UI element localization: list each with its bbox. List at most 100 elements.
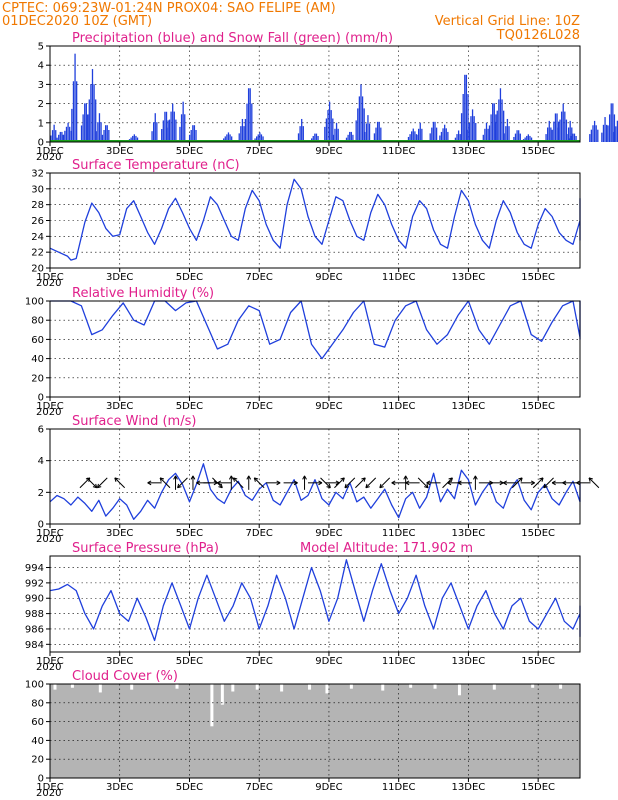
wind-arrow-head [588,477,593,482]
y-tick-label: 5 [38,42,44,53]
wind-arrow-head [96,483,102,489]
y-tick-label: 80 [31,698,44,709]
precip-bar [473,116,475,142]
y-tick-label: 994 [25,563,44,574]
precip-bar [470,116,472,142]
precip-bar [80,125,83,142]
precip-bar [84,103,86,142]
precip-bar [355,120,357,142]
precip-bar [503,110,505,142]
precip-bar [90,84,92,142]
precip-bar [607,125,609,142]
y-tick-label: 30 [31,184,44,195]
precip-bar [165,111,168,142]
wind-arrow [379,477,391,489]
x-tick-label: 13DEC [452,782,486,793]
precip-bar [444,124,446,142]
wind-arrow-head [276,480,281,486]
precip-bar [590,129,593,142]
series-line [50,300,581,360]
wind-arrow-head [159,477,165,482]
x-tick-label: 3DEC [106,272,133,283]
y-tick-label: 26 [31,216,44,227]
precip-bar [501,99,503,142]
precip-bar [564,111,566,142]
precip-bar [328,101,331,142]
wind-arrow-head [340,477,345,482]
precip-bar [484,128,486,142]
precip-bar [527,134,529,142]
precip-bar [64,130,66,142]
wind-arrow-head [403,475,409,480]
precip-bar [421,128,423,142]
y-tick-label: 40 [31,354,44,365]
cloud-gap [210,684,214,727]
panel-title: Precipitation (blue) and Snow Fall (gree… [72,31,393,46]
y-tick-label: 2 [38,99,44,110]
cloud-gap [220,684,224,705]
precip-bar [345,137,348,142]
y-tick-label: 990 [25,594,44,605]
precip-bar [61,131,63,142]
x-tick-label: 7DEC [246,401,273,412]
x-tick-label: 13DEC [452,656,486,667]
precip-bar [601,132,603,142]
precip-bar [616,120,618,142]
precip-bar [192,125,194,142]
precip-bar [570,136,572,142]
precip-bar [566,134,568,142]
wind-arrow-head [217,480,222,486]
precip-bar [88,99,90,142]
year-label: 2020 [36,407,61,418]
cloud-gap [349,684,353,689]
y-tick-label: 0 [38,520,44,531]
precip-bar [95,131,97,142]
y-tick-label: 0 [38,138,44,149]
precip-bar [499,88,502,142]
precip-bar [244,118,247,142]
wind-arrow-head [473,475,478,480]
x-tick-label: 5DEC [176,272,203,283]
wind-arrow-head [147,480,152,486]
precip-bar [136,137,139,142]
precip-bar [475,122,477,142]
x-tick-label: 9DEC [315,656,342,667]
x-tick-label: 7DEC [246,146,273,157]
precip-bar [468,122,471,142]
precip-bar [412,128,414,142]
panel-frame [49,300,581,398]
cloud-gap [381,684,385,691]
precip-bar [612,103,614,142]
y-tick-label: 100 [25,297,44,308]
y-tick-label: 2 [38,488,44,499]
precip-bar [65,126,68,142]
wind-arrow [511,477,523,489]
x-tick-label: 5DEC [176,146,203,157]
precip-bar [133,134,135,142]
wind-arrow [253,477,265,489]
precip-bar [462,94,464,142]
x-tick-label: 11DEC [382,656,416,667]
precip-bar [154,113,156,142]
precip-bar [365,123,368,142]
y-tick-label: 0 [38,393,44,404]
wind-arrow [232,477,244,489]
precip-bar [526,135,528,142]
precip-bar [349,131,351,142]
x-tick-label: 5DEC [176,401,203,412]
precip-bar [562,103,564,142]
panel-frame [49,428,581,525]
precip-bar [164,111,166,142]
precip-bar [334,128,336,142]
x-tick-label: 15DEC [521,656,555,667]
precip-bar [375,127,377,142]
precip-bar [488,125,491,142]
wind-arrow-head [218,483,223,489]
precip-bar [100,122,102,142]
wind-arrow-head [293,480,298,486]
precip-bar [224,136,226,142]
wind-arrow-head [246,475,252,480]
precip-bar [518,130,520,142]
precip-bar [352,134,354,142]
wind-arrow-head [391,480,396,486]
